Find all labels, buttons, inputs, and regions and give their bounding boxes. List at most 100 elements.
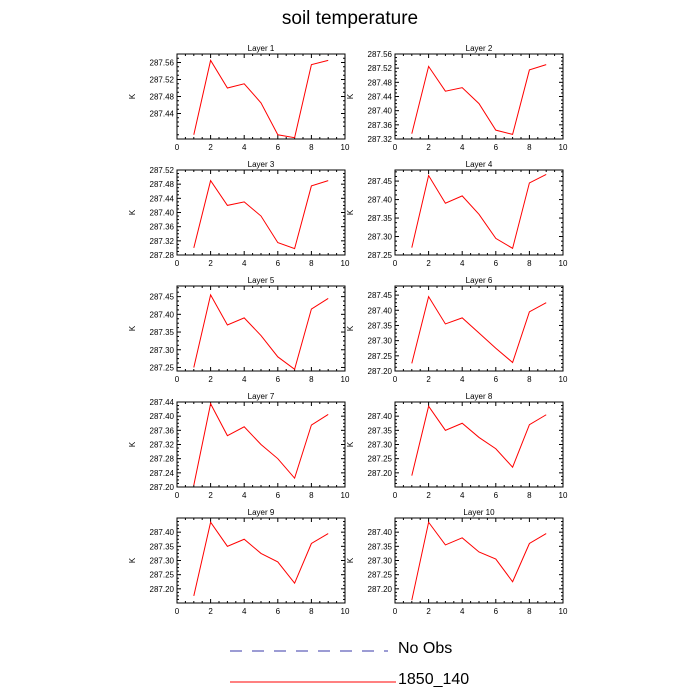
x-tick-label: 6 bbox=[494, 491, 499, 500]
panel-layer-6: Layer 6 K 0 2 4 6 8 10 287.20 287.25 287.30 287.35 2… bbox=[346, 276, 568, 384]
x-tick-label: 6 bbox=[276, 607, 281, 616]
x-tick-label: 8 bbox=[309, 143, 314, 152]
y-tick-label: 287.40 bbox=[150, 209, 175, 218]
x-tick-label: 0 bbox=[393, 375, 398, 384]
x-tick-label: 6 bbox=[276, 259, 281, 268]
x-tick-label: 6 bbox=[276, 491, 281, 500]
x-tick-label: 10 bbox=[341, 143, 350, 152]
y-tick-label: 287.45 bbox=[368, 291, 393, 300]
x-tick-label: 10 bbox=[341, 259, 350, 268]
y-tick-label: 287.35 bbox=[368, 321, 393, 330]
x-tick-label: 8 bbox=[527, 375, 532, 384]
series-line bbox=[411, 64, 547, 136]
series-line bbox=[411, 405, 547, 476]
y-axis-label: K bbox=[128, 93, 137, 99]
x-tick-label: 4 bbox=[460, 259, 465, 268]
panel-title: Layer 5 bbox=[248, 276, 275, 285]
x-tick-label: 2 bbox=[426, 259, 431, 268]
series-line bbox=[411, 295, 547, 364]
y-tick-label: 287.36 bbox=[150, 223, 175, 232]
panel-layer-8: Layer 8 K 0 2 4 6 8 10 287.20 287.25 287.30 287.35 2… bbox=[346, 392, 568, 500]
y-axis-label: K bbox=[128, 557, 137, 563]
y-axis-label: K bbox=[128, 209, 137, 215]
x-tick-label: 8 bbox=[527, 143, 532, 152]
y-tick-label: 287.35 bbox=[150, 542, 175, 551]
y-tick-label: 287.25 bbox=[368, 251, 393, 260]
y-tick-label: 287.36 bbox=[368, 121, 393, 130]
y-tick-label: 287.40 bbox=[150, 412, 175, 421]
panel-title: Layer 1 bbox=[248, 44, 275, 53]
y-tick-label: 287.52 bbox=[150, 166, 175, 175]
x-tick-label: 6 bbox=[276, 143, 281, 152]
x-tick-label: 4 bbox=[460, 607, 465, 616]
series-line bbox=[193, 293, 329, 371]
y-axis-label: K bbox=[128, 441, 137, 447]
x-tick-label: 0 bbox=[393, 143, 398, 152]
y-tick-label: 287.44 bbox=[368, 93, 393, 102]
y-tick-label: 287.56 bbox=[368, 50, 393, 59]
x-tick-label: 8 bbox=[309, 491, 314, 500]
x-tick-label: 10 bbox=[559, 491, 568, 500]
x-tick-label: 0 bbox=[393, 607, 398, 616]
series-line bbox=[193, 179, 329, 250]
x-tick-label: 4 bbox=[242, 375, 247, 384]
y-tick-label: 287.40 bbox=[368, 107, 393, 116]
x-tick-label: 10 bbox=[559, 259, 568, 268]
y-tick-label: 287.28 bbox=[150, 251, 175, 260]
y-tick-label: 287.30 bbox=[368, 337, 393, 346]
y-axis-label: K bbox=[346, 325, 355, 331]
y-tick-label: 287.35 bbox=[368, 426, 393, 435]
legend-dashed-line-icon bbox=[230, 650, 388, 652]
y-tick-label: 287.35 bbox=[368, 542, 393, 551]
x-tick-label: 2 bbox=[208, 259, 213, 268]
x-tick-label: 0 bbox=[393, 491, 398, 500]
y-axis-label: K bbox=[346, 93, 355, 99]
x-tick-label: 8 bbox=[527, 259, 532, 268]
y-tick-label: 287.56 bbox=[150, 59, 175, 68]
y-tick-label: 287.44 bbox=[150, 110, 175, 119]
x-tick-label: 6 bbox=[494, 143, 499, 152]
y-tick-label: 287.25 bbox=[150, 571, 175, 580]
panel-title: Layer 9 bbox=[248, 508, 275, 517]
y-tick-label: 287.45 bbox=[150, 293, 175, 302]
chart-title: soil temperature bbox=[281, 8, 419, 29]
y-axis-label: K bbox=[346, 441, 355, 447]
panel-layer-3: Layer 3 K 0 2 4 6 8 10 287.28 287.32 287.36 287.40 2… bbox=[128, 160, 350, 268]
x-tick-label: 2 bbox=[426, 143, 431, 152]
series-line bbox=[411, 173, 547, 250]
panel-title: Layer 7 bbox=[248, 392, 275, 401]
x-tick-label: 6 bbox=[494, 607, 499, 616]
panel-layer-7: Layer 7 K 0 2 4 6 8 10 287.20 287.24 287.28 287.32 2… bbox=[128, 392, 350, 500]
y-tick-label: 287.45 bbox=[368, 177, 393, 186]
x-tick-label: 10 bbox=[559, 607, 568, 616]
x-tick-label: 0 bbox=[175, 259, 180, 268]
panel-layer-4: Layer 4 K 0 2 4 6 8 10 287.25 287.30 287.35 287.40 2… bbox=[346, 160, 568, 268]
x-tick-label: 2 bbox=[426, 491, 431, 500]
x-tick-label: 0 bbox=[393, 259, 398, 268]
y-tick-label: 287.44 bbox=[150, 194, 175, 203]
y-tick-label: 287.30 bbox=[150, 346, 175, 355]
y-tick-label: 287.48 bbox=[150, 180, 175, 189]
y-tick-label: 287.20 bbox=[368, 469, 393, 478]
x-tick-label: 8 bbox=[527, 607, 532, 616]
y-tick-label: 287.52 bbox=[368, 64, 393, 73]
y-tick-label: 287.35 bbox=[368, 214, 393, 223]
y-tick-label: 287.20 bbox=[150, 483, 175, 492]
y-tick-label: 287.36 bbox=[150, 426, 175, 435]
panel-layer-5: Layer 5 K 0 2 4 6 8 10 287.25 287.30 287.35 287.40 2… bbox=[128, 276, 350, 384]
y-tick-label: 287.40 bbox=[368, 412, 393, 421]
y-tick-label: 287.25 bbox=[368, 571, 393, 580]
plot-frame bbox=[176, 285, 346, 372]
panel-title: Layer 2 bbox=[466, 44, 493, 53]
y-tick-label: 287.20 bbox=[150, 585, 175, 594]
x-tick-label: 10 bbox=[341, 375, 350, 384]
x-tick-label: 4 bbox=[242, 259, 247, 268]
x-tick-label: 0 bbox=[175, 375, 180, 384]
y-tick-label: 287.32 bbox=[368, 135, 393, 144]
panel-title: Layer 8 bbox=[466, 392, 493, 401]
x-tick-label: 4 bbox=[460, 375, 465, 384]
y-tick-label: 287.30 bbox=[368, 441, 393, 450]
legend-label-no-obs: No Obs bbox=[398, 640, 453, 657]
x-tick-label: 10 bbox=[341, 491, 350, 500]
